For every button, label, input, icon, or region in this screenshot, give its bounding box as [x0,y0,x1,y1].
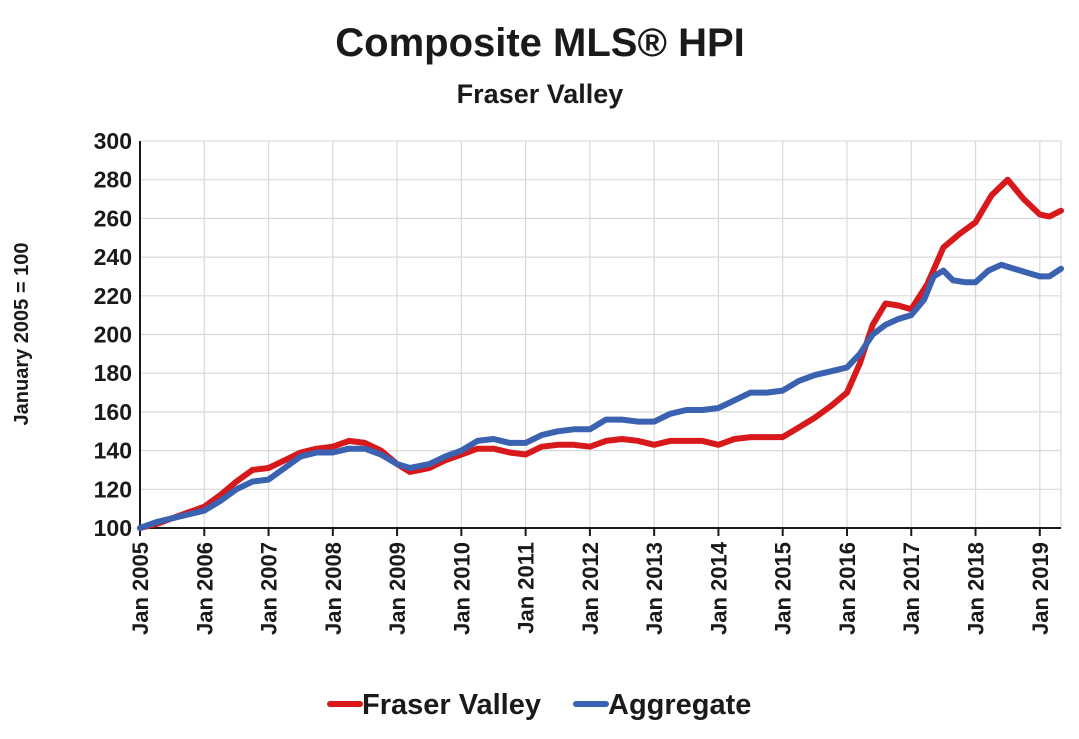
y-tick-label: 240 [94,244,132,270]
x-tick-label: Jan 2011 [514,542,539,634]
y-tick-label: 200 [94,322,132,348]
chart-subtitle: Fraser Valley [457,79,624,109]
y-tick-label: 120 [94,476,132,502]
x-tick-label: Jan 2015 [771,542,796,635]
series-line-fraser-valley [137,176,1064,531]
y-axis-label: January 2005 = 100 [11,243,33,426]
y-tick-label: 160 [94,399,132,425]
x-tick-label: Jan 2019 [1028,542,1053,635]
y-tick-label: 300 [94,128,132,154]
x-tick-label: Jan 2005 [128,542,153,635]
x-tick-label: Jan 2018 [964,542,989,635]
y-tick-label: 180 [94,360,132,386]
series-line-aggregate [137,261,1064,531]
y-tick-label: 220 [94,283,132,309]
x-tick-label: Jan 2009 [385,542,410,635]
legend-label: Fraser Valley [362,689,541,721]
x-tick-label: Jan 2007 [257,542,282,635]
y-tick-label: 140 [94,438,132,464]
x-tick-label: Jan 2017 [899,542,924,635]
legend-label: Aggregate [608,689,751,721]
x-tick-label: Jan 2013 [642,542,667,635]
y-tick-label: 260 [94,205,132,231]
x-tick-label: Jan 2016 [835,542,860,635]
series-layer [137,176,1064,531]
x-tick-label: Jan 2006 [192,542,217,635]
x-tick-label: Jan 2010 [449,542,474,635]
y-tick-label: 100 [94,515,132,541]
x-tick-label: Jan 2014 [706,541,731,635]
legend: Fraser Valley Aggregate [327,689,751,721]
chart-title: Composite MLS® HPI [335,21,745,65]
x-tick-label: Jan 2012 [578,542,603,635]
x-tick-label: Jan 2008 [321,542,346,635]
axis-layer: 100 120 140 160 180 200 220 240 260 280 300 Jan 200… [94,128,1061,635]
y-tick-label: 280 [94,167,132,193]
